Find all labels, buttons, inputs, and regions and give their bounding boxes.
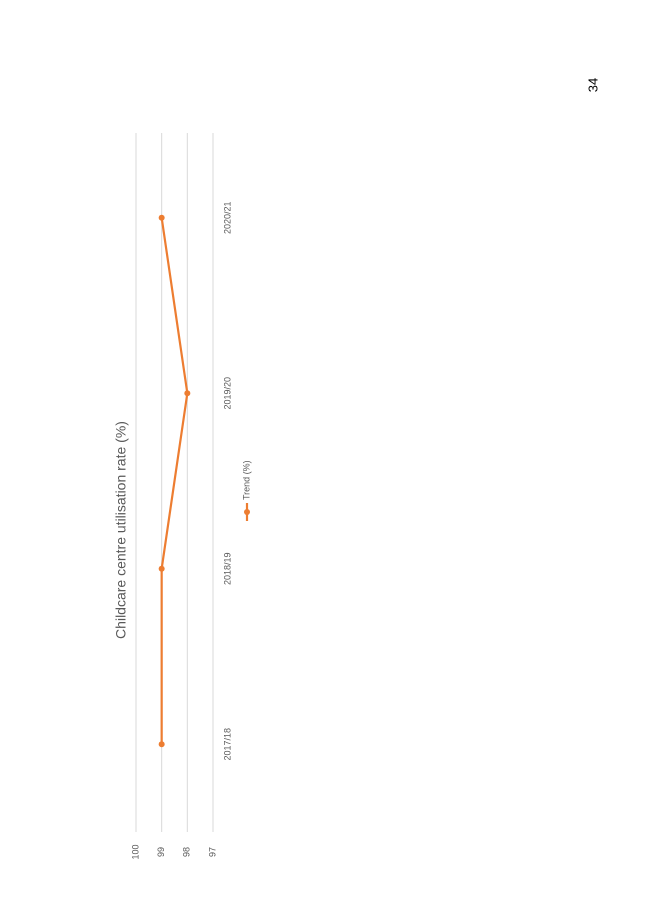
- line: [160, 217, 189, 745]
- y-tick-label: 100: [130, 844, 140, 859]
- point: [158, 741, 165, 748]
- y-tick-label: 98: [182, 847, 192, 857]
- chart-title: Childcare centre utilisation rate (%): [113, 421, 129, 639]
- page-number: 34: [585, 78, 600, 92]
- y-tick-label: 97: [207, 847, 217, 857]
- legend-marker: [244, 509, 250, 515]
- y-tick-label: 99: [156, 847, 166, 857]
- x-tick-label: 2017/18: [222, 728, 232, 761]
- legend-label: Trend (%): [241, 460, 251, 500]
- point: [184, 390, 191, 397]
- x-tick-label: 2019/20: [222, 377, 232, 410]
- x-tick-label: 2020/21: [222, 201, 232, 234]
- point: [158, 214, 165, 221]
- x-tick-label: 2018/19: [222, 552, 232, 585]
- point: [158, 565, 165, 572]
